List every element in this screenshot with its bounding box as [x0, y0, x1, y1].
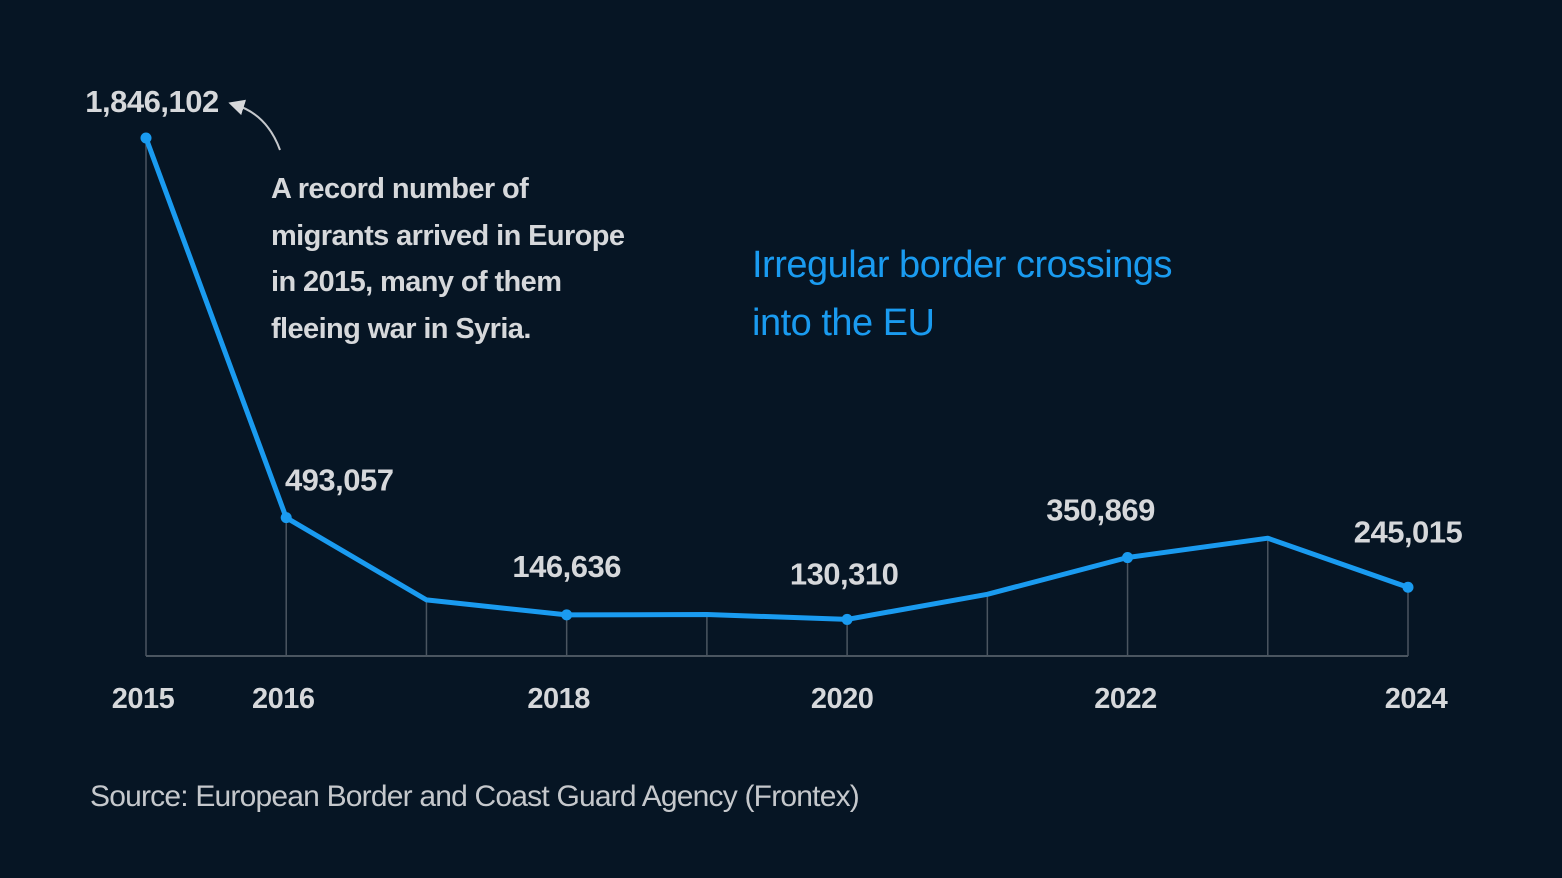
data-point: [280, 512, 292, 524]
x-tick-label: 2016: [252, 683, 315, 715]
x-tick-label: 2020: [811, 683, 874, 715]
data-label: 245,015: [1354, 514, 1463, 549]
data-point: [561, 609, 573, 621]
data-point: [841, 613, 853, 625]
annotation-arrow: [228, 99, 281, 151]
data-label: 1,846,102: [85, 84, 218, 119]
series-title-line: Irregular border crossings: [752, 244, 1172, 286]
x-tick-label: 2015: [112, 683, 175, 715]
data-label: 146,636: [512, 549, 621, 584]
x-tick-label: 2018: [527, 683, 590, 715]
data-labels: 1,846,102 493,057 146,636 130,310 350,869 245…: [85, 84, 1463, 591]
source-note: Source: European Border and Coast Guard …: [90, 780, 860, 813]
annotation-line: in 2015, many of them: [271, 266, 562, 298]
annotation-text: A record number of migrants arrived in E…: [271, 166, 625, 352]
data-label: 493,057: [285, 463, 394, 498]
data-points: [140, 132, 1414, 625]
x-tick-label: 2022: [1094, 683, 1157, 715]
x-tick-label: 2024: [1385, 683, 1448, 715]
data-point: [140, 132, 152, 144]
drop-lines: [145, 138, 1409, 656]
x-tick-labels: 2015 2016 2018 2020 2022 2024: [112, 683, 1448, 715]
annotation-line: migrants arrived in Europe: [271, 219, 625, 252]
series-title: Irregular border crossings into the EU: [752, 236, 1172, 352]
data-label: 130,310: [790, 556, 899, 591]
data-point: [1122, 552, 1134, 564]
data-point: [1402, 581, 1414, 593]
annotation-line: A record number of: [271, 173, 529, 205]
series-line: [143, 135, 1411, 622]
data-label: 350,869: [1046, 493, 1155, 528]
series-title-line: into the EU: [752, 302, 935, 344]
annotation-line: fleeing war in Syria.: [271, 312, 531, 345]
